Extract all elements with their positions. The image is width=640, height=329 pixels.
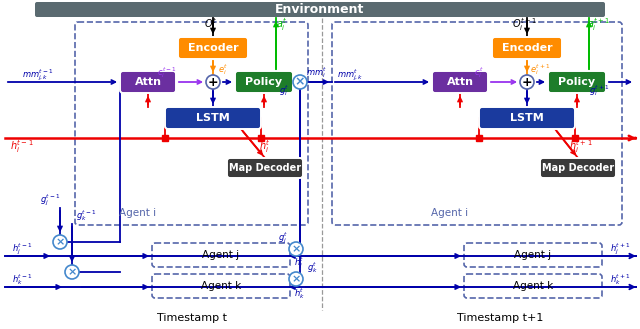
Circle shape bbox=[289, 272, 303, 286]
Text: ×: × bbox=[295, 75, 305, 89]
Text: Attn: Attn bbox=[447, 77, 474, 87]
Text: Agent k: Agent k bbox=[513, 281, 553, 291]
Circle shape bbox=[65, 265, 79, 279]
FancyBboxPatch shape bbox=[178, 37, 248, 59]
FancyBboxPatch shape bbox=[120, 71, 176, 93]
Text: ×: × bbox=[291, 244, 301, 254]
Text: $mm_{j,k}^t$: $mm_{j,k}^t$ bbox=[337, 67, 364, 83]
FancyBboxPatch shape bbox=[35, 2, 605, 17]
Text: Map Decoder: Map Decoder bbox=[542, 163, 614, 173]
Text: $O_i^{t+1}$: $O_i^{t+1}$ bbox=[513, 16, 538, 34]
Text: ×: × bbox=[67, 267, 77, 277]
Text: Agent i: Agent i bbox=[120, 208, 157, 218]
Circle shape bbox=[293, 75, 307, 89]
FancyBboxPatch shape bbox=[479, 107, 575, 129]
Text: Attn: Attn bbox=[134, 77, 161, 87]
Text: Map Decoder: Map Decoder bbox=[229, 163, 301, 173]
Text: Agent i: Agent i bbox=[431, 208, 468, 218]
Text: Timestamp t: Timestamp t bbox=[157, 313, 227, 323]
Text: Timestamp t+1: Timestamp t+1 bbox=[457, 313, 543, 323]
Text: $g_j^t$: $g_j^t$ bbox=[278, 230, 288, 246]
Text: $O_i^t$: $O_i^t$ bbox=[204, 16, 218, 34]
Circle shape bbox=[520, 75, 534, 89]
Text: $e_i^{t+1}$: $e_i^{t+1}$ bbox=[530, 63, 550, 77]
Circle shape bbox=[53, 235, 67, 249]
FancyBboxPatch shape bbox=[432, 71, 488, 93]
Text: $h_j^{t-1}$: $h_j^{t-1}$ bbox=[12, 241, 32, 257]
Text: Agent j: Agent j bbox=[202, 250, 239, 260]
Text: $g_k^t$: $g_k^t$ bbox=[307, 261, 317, 275]
Text: $h_j^t$: $h_j^t$ bbox=[294, 255, 304, 271]
Text: Agent j: Agent j bbox=[515, 250, 552, 260]
Text: $h_k^{t-1}$: $h_k^{t-1}$ bbox=[12, 272, 32, 288]
Text: Agent k: Agent k bbox=[201, 281, 241, 291]
Text: $g_k^{t-1}$: $g_k^{t-1}$ bbox=[76, 209, 96, 223]
FancyBboxPatch shape bbox=[492, 37, 562, 59]
Text: ×: × bbox=[291, 274, 301, 284]
Text: $h_k^{t+1}$: $h_k^{t+1}$ bbox=[610, 272, 630, 288]
Text: Encoder: Encoder bbox=[502, 43, 552, 53]
Text: +: + bbox=[208, 75, 218, 89]
Text: $g_j^{t-1}$: $g_j^{t-1}$ bbox=[40, 192, 60, 208]
FancyBboxPatch shape bbox=[548, 71, 606, 93]
Circle shape bbox=[206, 75, 220, 89]
Text: ×: × bbox=[55, 237, 65, 247]
Text: $g_i^t$: $g_i^t$ bbox=[279, 84, 289, 98]
Text: LSTM: LSTM bbox=[196, 113, 230, 123]
Text: +: + bbox=[522, 75, 532, 89]
FancyBboxPatch shape bbox=[540, 158, 616, 178]
Text: $mm_{j,k}^{t-1}$: $mm_{j,k}^{t-1}$ bbox=[22, 67, 54, 83]
Text: Environment: Environment bbox=[275, 3, 365, 16]
Text: $e_i^t$: $e_i^t$ bbox=[218, 63, 228, 77]
FancyBboxPatch shape bbox=[165, 107, 261, 129]
Text: $h_k^t$: $h_k^t$ bbox=[294, 287, 305, 301]
Text: Encoder: Encoder bbox=[188, 43, 238, 53]
Text: $c_i^t$: $c_i^t$ bbox=[474, 65, 484, 81]
Text: Policy: Policy bbox=[245, 77, 283, 87]
Text: $a_i^{t+1}$: $a_i^{t+1}$ bbox=[588, 16, 611, 34]
FancyBboxPatch shape bbox=[227, 158, 303, 178]
Text: $c_i^{t-1}$: $c_i^{t-1}$ bbox=[157, 65, 177, 81]
FancyBboxPatch shape bbox=[235, 71, 293, 93]
Text: $a_i^t$: $a_i^t$ bbox=[276, 16, 287, 34]
Text: $h_j^{t+1}$: $h_j^{t+1}$ bbox=[610, 241, 630, 257]
Text: $mm_i^t$: $mm_i^t$ bbox=[307, 65, 328, 81]
Text: $g_i^{t+1}$: $g_i^{t+1}$ bbox=[589, 84, 609, 98]
Circle shape bbox=[289, 242, 303, 256]
Text: LSTM: LSTM bbox=[510, 113, 544, 123]
Text: $h_i^t$: $h_i^t$ bbox=[259, 139, 271, 155]
Text: $h_i^{t-1}$: $h_i^{t-1}$ bbox=[10, 139, 34, 155]
Text: $h_i^{t+1}$: $h_i^{t+1}$ bbox=[569, 139, 593, 155]
Text: Policy: Policy bbox=[559, 77, 596, 87]
